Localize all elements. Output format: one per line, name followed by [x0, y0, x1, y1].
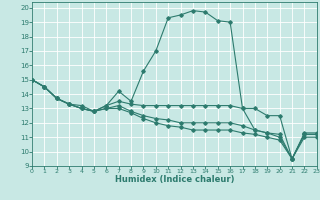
X-axis label: Humidex (Indice chaleur): Humidex (Indice chaleur) — [115, 175, 234, 184]
